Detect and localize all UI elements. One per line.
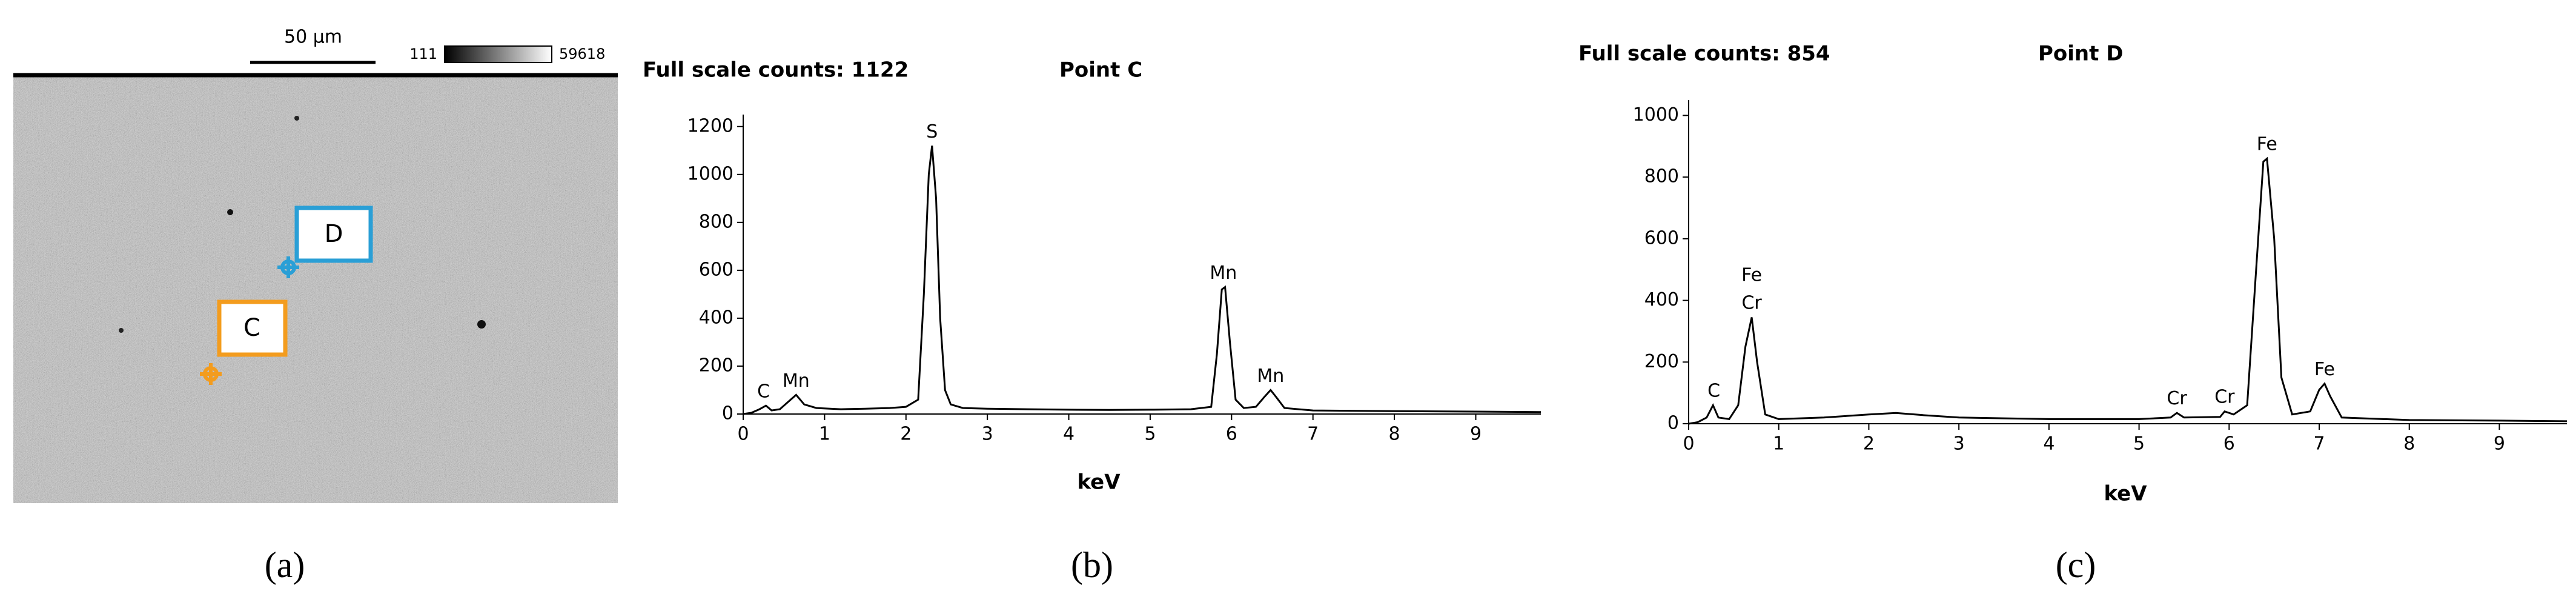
marker-point <box>277 256 299 278</box>
y-tick-label: 1200 <box>687 115 733 136</box>
scale-bar-label: 50 µm <box>284 27 342 48</box>
marker-point <box>200 363 222 385</box>
x-tick-label: 3 <box>1953 433 1965 455</box>
chart-subtitle: Point C <box>1059 58 1142 82</box>
marker-label: C <box>243 314 260 342</box>
y-tick-label: 1000 <box>1633 104 1679 125</box>
peak-label: C <box>1707 380 1720 401</box>
x-tick-label: 5 <box>2133 433 2145 455</box>
peak-label: Cr <box>1741 293 1762 314</box>
marker-box <box>217 299 288 357</box>
particle <box>294 116 299 121</box>
y-tick-label: 600 <box>699 259 733 280</box>
x-tick-label: 6 <box>1226 424 1237 445</box>
y-tick-label: 400 <box>1644 289 1679 310</box>
peak-label: Fe <box>2314 359 2335 380</box>
spectrum-line <box>743 145 1541 415</box>
x-tick-label: 4 <box>1063 424 1074 445</box>
x-tick-label: 4 <box>2043 433 2055 455</box>
y-tick-label: 400 <box>699 307 733 328</box>
color-min: 111 <box>409 45 437 62</box>
marker-label: D <box>325 220 343 248</box>
spectrum-line <box>1688 156 2568 425</box>
color-bar <box>444 45 552 63</box>
image-texture <box>13 74 618 503</box>
sem-image <box>13 73 618 503</box>
x-tick-label: 5 <box>1144 424 1156 445</box>
x-axis-label: keV <box>1077 470 1121 495</box>
y-tick-label: 0 <box>1667 413 1679 434</box>
x-tick-label: 3 <box>982 424 993 445</box>
chart-title: Full scale counts: 854 <box>1578 42 1830 66</box>
x-tick-label: 9 <box>2494 433 2505 455</box>
chart-title: Full scale counts: 1122 <box>643 58 909 82</box>
peak-label: Cr <box>2167 388 2187 409</box>
peak-label: Cr <box>2214 387 2235 408</box>
x-tick-label: 1 <box>1773 433 1784 455</box>
panel-label: (b) <box>1071 545 1113 585</box>
x-tick-label: 7 <box>1307 424 1319 445</box>
y-tick-label: 800 <box>1644 166 1679 187</box>
x-tick-label: 2 <box>900 424 912 445</box>
y-tick-label: 0 <box>722 403 733 424</box>
x-tick-label: 0 <box>1683 433 1694 455</box>
color-max: 59618 <box>559 45 605 62</box>
x-tick-label: 8 <box>1389 424 1400 445</box>
y-tick-label: 1000 <box>687 163 733 184</box>
chart-subtitle: Point D <box>2038 42 2123 66</box>
particle <box>477 320 486 329</box>
x-tick-label: 8 <box>2403 433 2415 455</box>
peak-label: Mn <box>1210 262 1237 284</box>
panel-label: (a) <box>265 545 305 585</box>
x-tick-label: 1 <box>819 424 830 445</box>
peak-label: Mn <box>1257 366 1284 387</box>
peak-label: S <box>926 121 938 142</box>
peak-label: Fe <box>1741 265 1762 286</box>
x-tick-label: 2 <box>1863 433 1875 455</box>
y-tick-label: 600 <box>1644 227 1679 249</box>
x-tick-label: 9 <box>1470 424 1482 445</box>
x-axis-label: keV <box>2104 482 2147 506</box>
x-tick-label: 0 <box>737 424 749 445</box>
x-tick-label: 7 <box>2313 433 2325 455</box>
panel-label: (c) <box>2056 545 2096 585</box>
particle <box>227 209 233 215</box>
marker-box <box>294 205 373 263</box>
y-tick-label: 200 <box>1644 351 1679 372</box>
y-tick-label: 200 <box>699 355 733 376</box>
y-tick-label: 800 <box>699 211 733 232</box>
peak-label: Fe <box>2257 134 2277 155</box>
peak-label: Mn <box>783 370 810 392</box>
particle <box>119 328 124 333</box>
peak-label: C <box>757 381 770 403</box>
x-tick-label: 6 <box>2223 433 2235 455</box>
